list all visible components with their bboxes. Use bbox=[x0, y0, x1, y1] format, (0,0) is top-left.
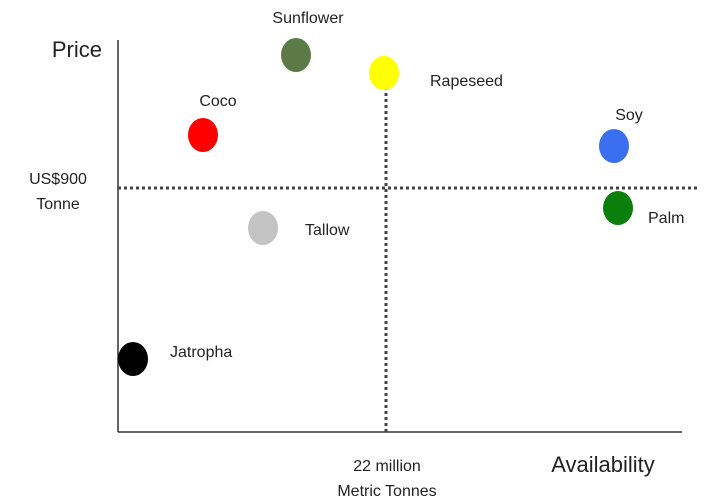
node-label: Sunflower bbox=[272, 10, 344, 27]
node-dot bbox=[188, 118, 218, 152]
vertical-reference-label: Metric Tonnes bbox=[337, 483, 436, 500]
node-dot bbox=[118, 342, 148, 376]
horizontal-reference-label: Tonne bbox=[36, 196, 80, 213]
node-dot bbox=[369, 56, 399, 90]
vertical-reference-label: 22 million bbox=[353, 458, 421, 475]
x-axis-label: Availability bbox=[551, 452, 655, 477]
node-dot bbox=[603, 191, 633, 225]
node-label: Soy bbox=[615, 107, 643, 124]
node-label: Rapeseed bbox=[430, 73, 503, 90]
y-axis-label: Price bbox=[52, 37, 102, 62]
node-dot bbox=[599, 129, 629, 163]
node-dot bbox=[248, 211, 278, 245]
node-label: Coco bbox=[199, 93, 236, 110]
node-label: Tallow bbox=[305, 222, 350, 239]
node-label: Jatropha bbox=[170, 344, 232, 361]
horizontal-reference-label: US$900 bbox=[29, 171, 87, 188]
node-dot bbox=[281, 38, 311, 72]
node-label: Palm bbox=[648, 210, 684, 227]
